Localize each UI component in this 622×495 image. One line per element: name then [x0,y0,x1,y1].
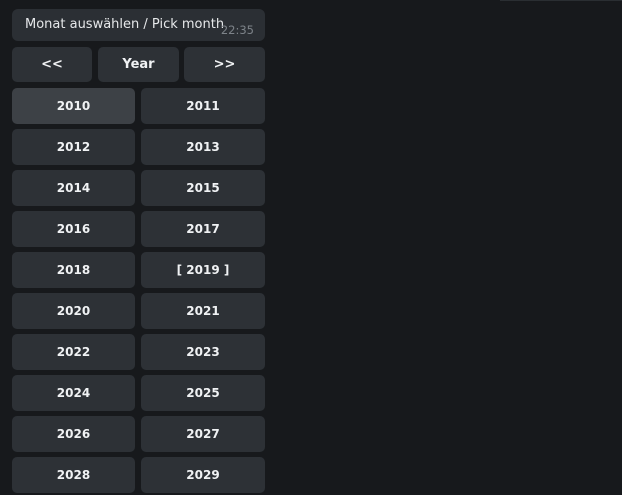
year-button[interactable]: 2028 [12,457,135,493]
next-button[interactable]: >> [184,47,265,82]
year-button[interactable]: 2018 [12,252,135,288]
year-button[interactable]: [ 2019 ] [141,252,265,288]
year-button[interactable]: 2021 [141,293,265,329]
year-button[interactable]: 2011 [141,88,265,124]
year-button[interactable]: 2015 [141,170,265,206]
message-time: 22:35 [220,23,254,37]
year-button[interactable]: 2025 [141,375,265,411]
year-button[interactable]: 2024 [12,375,135,411]
year-button[interactable]: 2023 [141,334,265,370]
year-button[interactable]: 2022 [12,334,135,370]
year-button[interactable]: 2026 [12,416,135,452]
year-button[interactable]: 2013 [141,129,265,165]
year-button[interactable]: 2027 [141,416,265,452]
prev-button[interactable]: << [12,47,92,82]
message-text: Monat auswählen / Pick month [25,17,225,32]
year-button[interactable]: 2010 [12,88,135,124]
year-button[interactable]: 2020 [12,293,135,329]
message-bubble: Monat auswählen / Pick month 22:35 [12,9,265,41]
year-button[interactable]: 2014 [12,170,135,206]
divider [500,0,622,1]
year-button[interactable]: 2016 [12,211,135,247]
year-button[interactable]: 2029 [141,457,265,493]
year-button[interactable]: 2017 [141,211,265,247]
year-button[interactable]: 2012 [12,129,135,165]
year-title-button[interactable]: Year [98,47,179,82]
